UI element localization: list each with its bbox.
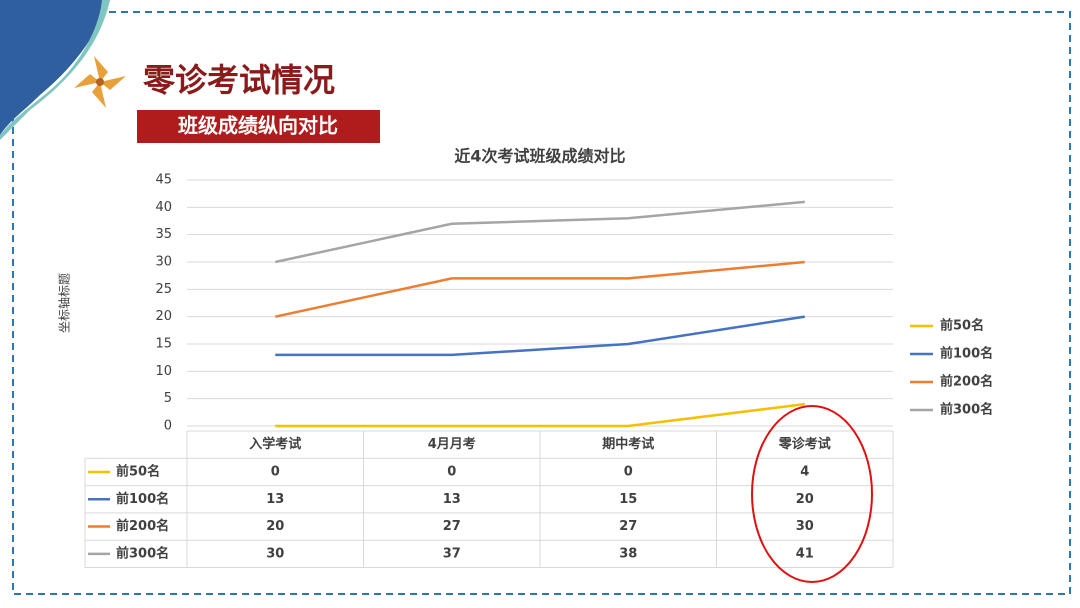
- subtitle-banner: [137, 110, 380, 143]
- table-value: 27: [443, 519, 461, 534]
- line-series: [274, 200, 805, 264]
- highlight-ellipse: [751, 405, 873, 583]
- y-tick-label: 5: [164, 391, 172, 406]
- table-row-label: 前50名: [116, 463, 160, 479]
- table-row-label: 前300名: [116, 545, 169, 561]
- x-tick-label: 期中考试: [602, 436, 654, 452]
- x-tick-label: 零诊考试: [778, 436, 831, 452]
- corner-wave: [0, 0, 110, 140]
- y-axis-title: 坐标轴标题: [57, 273, 72, 333]
- table-row-label: 前100名: [116, 491, 169, 507]
- table-value: 41: [796, 546, 814, 561]
- legend-label: 前100名: [940, 346, 993, 362]
- y-tick-label: 10: [155, 364, 172, 379]
- table-value: 0: [447, 464, 456, 479]
- table-value: 20: [796, 492, 814, 507]
- y-tick-label: 0: [164, 419, 172, 434]
- chart-title: 近4次考试班级成绩对比: [454, 147, 625, 166]
- line-series: [275, 402, 805, 428]
- table-value: 13: [443, 492, 461, 507]
- table-value: 13: [266, 492, 284, 507]
- table-value: 0: [271, 464, 280, 479]
- legend-label: 前200名: [940, 374, 993, 390]
- table-value: 20: [266, 519, 284, 534]
- pinwheel-icon: [74, 56, 126, 108]
- y-tick-label: 35: [155, 227, 172, 242]
- table-value: 30: [266, 546, 284, 561]
- table-row-label: 前200名: [116, 518, 169, 534]
- slide-subtitle: 班级成绩纵向对比: [178, 114, 338, 138]
- x-tick-label: 入学考试: [249, 436, 301, 452]
- table-value: 15: [619, 492, 637, 507]
- table-value: 27: [619, 519, 637, 534]
- slide-border: [12, 11, 1071, 595]
- line-series: [274, 260, 805, 318]
- table-value: 0: [624, 464, 633, 479]
- legend-label: 前300名: [940, 402, 993, 418]
- table-value: 4: [800, 464, 809, 479]
- x-tick-label: 4月月考: [428, 436, 476, 452]
- legend-label: 前50名: [940, 318, 984, 334]
- line-series: [275, 315, 805, 357]
- table-value: 37: [443, 546, 461, 561]
- table-value: 30: [796, 519, 814, 534]
- slide-title: 零诊考试情况: [143, 61, 335, 99]
- table-value: 38: [619, 546, 637, 561]
- y-tick-label: 40: [155, 200, 172, 215]
- y-tick-label: 20: [155, 309, 172, 324]
- y-tick-label: 45: [155, 173, 172, 188]
- corner-decoration: [0, 0, 110, 135]
- y-tick-label: 30: [155, 255, 172, 270]
- y-tick-label: 15: [155, 337, 172, 352]
- y-tick-label: 25: [155, 282, 172, 297]
